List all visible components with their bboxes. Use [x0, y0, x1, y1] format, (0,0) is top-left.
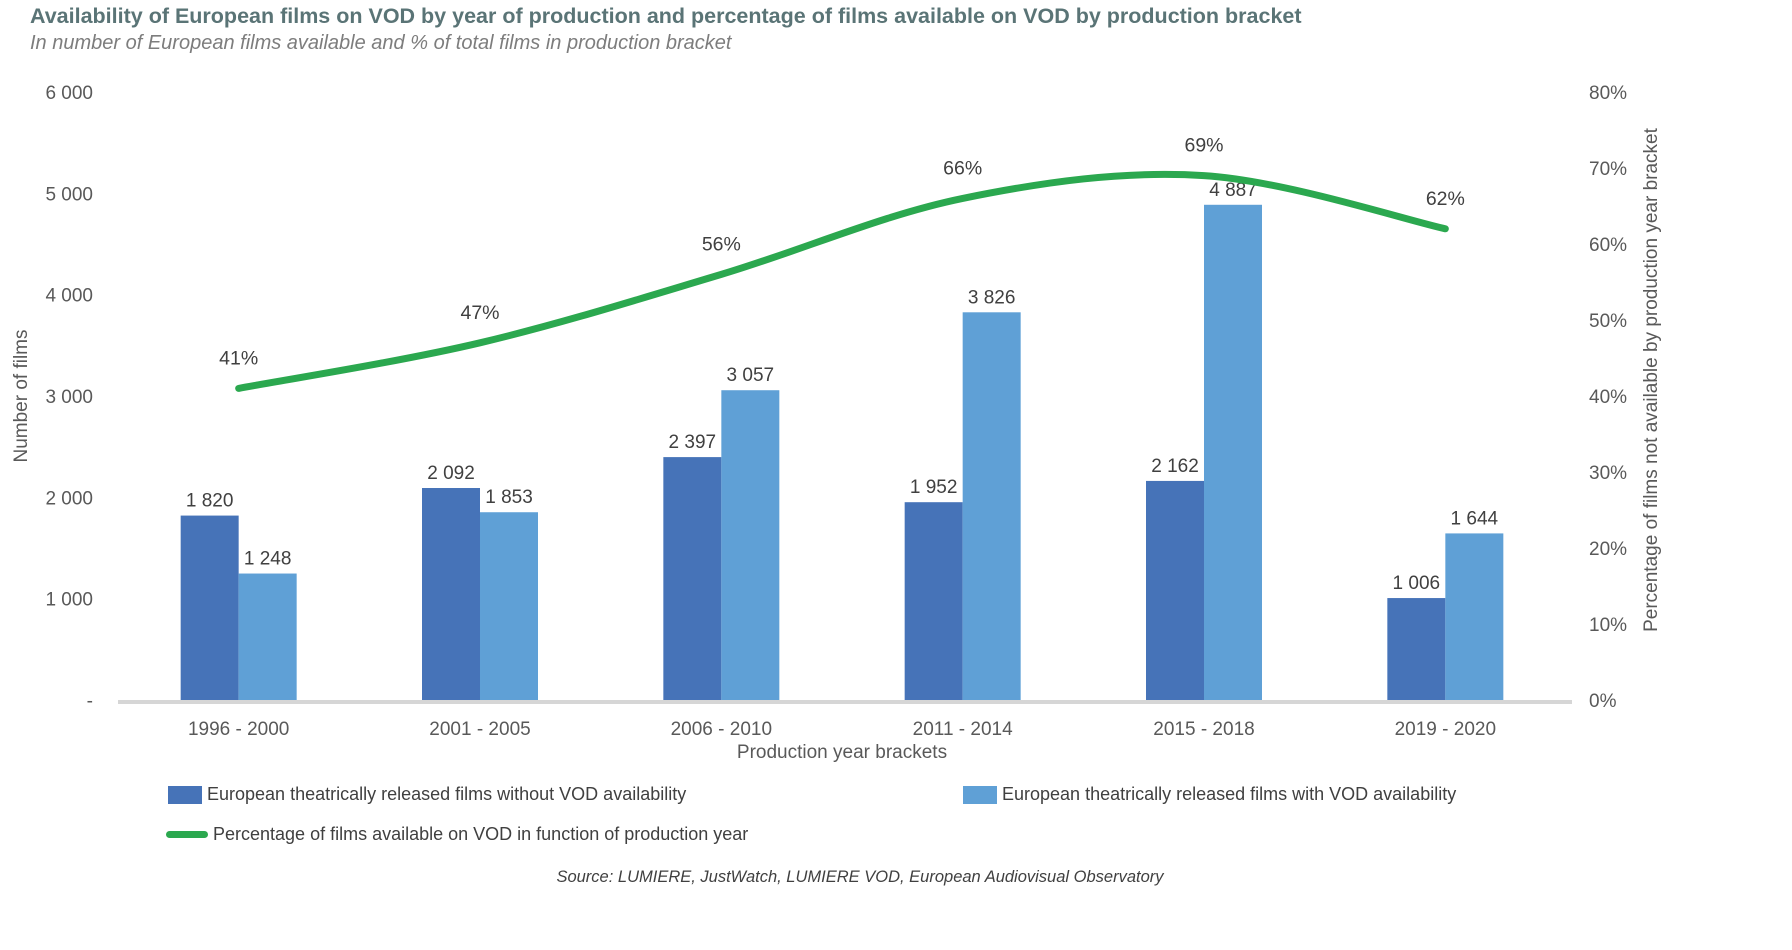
bar	[1146, 480, 1204, 700]
left-axis-title: Number of films	[11, 329, 32, 462]
bar-value-label: 4 887	[1209, 180, 1257, 201]
left-axis-tick-label: -	[87, 691, 93, 712]
bar-value-label: 1 853	[485, 487, 533, 508]
legend-item-with-vod: European theatrically released films wit…	[963, 784, 1456, 805]
bar	[721, 390, 780, 700]
bar	[480, 512, 538, 700]
line-value-label: 47%	[460, 302, 499, 324]
vod-percentage-line	[235, 170, 1449, 392]
bar	[1204, 204, 1262, 700]
legend-label-with-vod: European theatrically released films wit…	[1002, 784, 1457, 804]
legend-item-vod-percentage: Percentage of films available on VOD in …	[166, 824, 748, 845]
line-value-label: 56%	[702, 233, 741, 255]
x-tick-label: 2006 - 2010	[671, 719, 772, 740]
left-axis-tick-label: 2 000	[45, 488, 93, 509]
x-axis-title: Production year brackets	[737, 742, 947, 763]
bar	[962, 312, 1021, 700]
source-line: Source: LUMIERE, JustWatch, LUMIERE VOD,…	[556, 868, 1164, 886]
bar-value-label: 2 092	[427, 463, 475, 484]
bar-value-label: 1 644	[1451, 508, 1499, 529]
right-axis-tick-label: 80%	[1589, 83, 1627, 104]
bar	[238, 573, 297, 700]
legend-swatch-with-vod	[963, 785, 997, 804]
right-axis-tick-label: 40%	[1589, 387, 1627, 408]
bar-value-label: 1 952	[910, 477, 958, 498]
right-axis-tick-label: 20%	[1589, 539, 1627, 560]
bar-value-label: 3 057	[727, 365, 775, 386]
legend-label-vod-percentage: Percentage of films available on VOD in …	[213, 824, 749, 844]
right-axis-tick-label: 30%	[1589, 463, 1627, 484]
bar-value-label: 1 820	[186, 491, 234, 512]
right-axis-tick-label: 70%	[1589, 159, 1627, 180]
bar	[663, 457, 722, 700]
right-axis-title: Percentage of films not available by pro…	[1641, 127, 1662, 631]
legend-swatch-vod-percentage-line	[166, 831, 208, 838]
left-axis-tick-label: 5 000	[45, 184, 93, 205]
legend-label-without-vod: European theatrically released films wit…	[207, 784, 687, 804]
line-value-label: 66%	[943, 157, 982, 179]
x-tick-label: 1996 - 2000	[188, 719, 289, 740]
x-tick-label: 2001 - 2005	[429, 719, 530, 740]
line-value-label: 69%	[1184, 135, 1223, 157]
right-axis-tick-label: 0%	[1589, 691, 1617, 712]
x-tick-label: 2019 - 2020	[1395, 719, 1496, 740]
bar-value-label: 2 397	[669, 432, 717, 453]
right-axis-tick-label: 10%	[1589, 615, 1627, 636]
bar	[904, 502, 963, 700]
left-axis-tick-label: 4 000	[45, 286, 93, 307]
right-axis-tick-label: 60%	[1589, 235, 1627, 256]
legend-item-without-vod: European theatrically released films wit…	[168, 784, 686, 805]
bar-value-label: 3 826	[968, 287, 1016, 308]
bar-value-label: 1 248	[244, 549, 292, 570]
bar	[1445, 533, 1504, 700]
left-axis-tick-label: 1 000	[45, 590, 93, 611]
left-axis-tick-label: 3 000	[45, 387, 93, 408]
bar-value-label: 2 162	[1151, 456, 1199, 477]
left-axis-tick-label: 6 000	[45, 83, 93, 104]
chart-subtitle: In number of European films available an…	[30, 32, 732, 54]
x-tick-label: 2015 - 2018	[1153, 719, 1254, 740]
chart-title: Availability of European films on VOD by…	[30, 4, 1302, 28]
bar-value-label: 1 006	[1393, 573, 1441, 594]
legend-swatch-without-vod	[168, 785, 202, 804]
line-value-label: 41%	[219, 347, 258, 369]
x-tick-label: 2011 - 2014	[913, 719, 1013, 740]
bar	[422, 488, 480, 700]
right-axis-tick-label: 50%	[1589, 311, 1627, 332]
bar	[1387, 598, 1446, 700]
bar	[180, 515, 239, 700]
line-value-label: 62%	[1426, 188, 1465, 210]
